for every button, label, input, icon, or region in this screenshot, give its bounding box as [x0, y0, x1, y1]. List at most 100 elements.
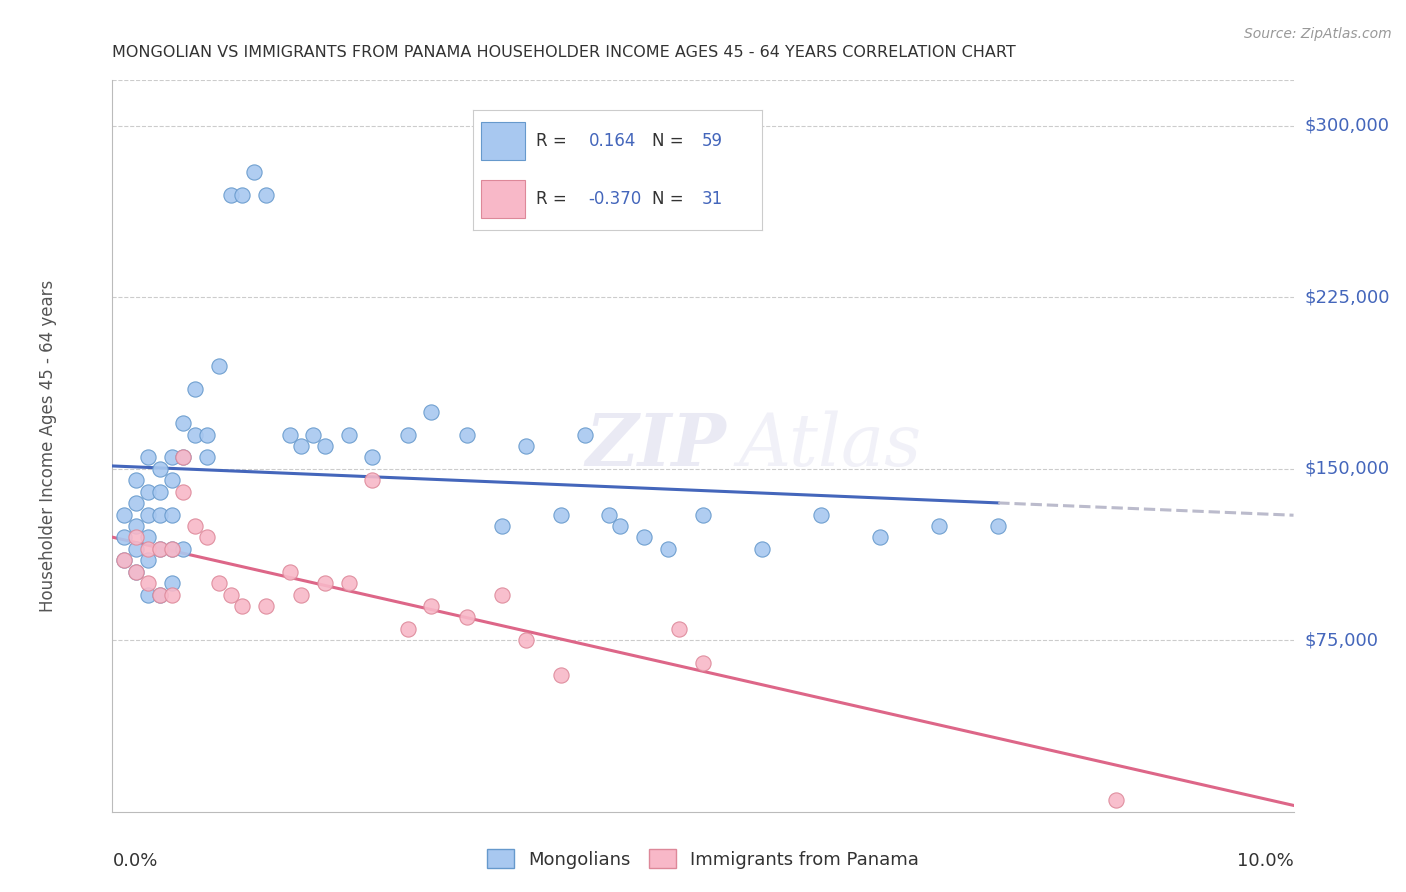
Point [314, 439, 336, 453]
Point [195, 450, 218, 465]
Point [125, 530, 148, 544]
Point [254, 187, 277, 202]
Point [515, 439, 537, 453]
Text: $75,000: $75,000 [1305, 632, 1379, 649]
Point [208, 576, 231, 591]
Point [149, 484, 172, 499]
Point [243, 164, 266, 178]
Point [420, 405, 443, 419]
Point [149, 462, 172, 476]
Point [1105, 793, 1128, 807]
Point [172, 541, 194, 556]
Point [136, 553, 159, 567]
Point [314, 576, 336, 591]
Point [219, 588, 242, 602]
Text: Householder Income Ages 45 - 64 years: Householder Income Ages 45 - 64 years [38, 280, 56, 612]
Point [278, 565, 301, 579]
Point [149, 541, 172, 556]
Text: Source: ZipAtlas.com: Source: ZipAtlas.com [1244, 27, 1392, 41]
Point [254, 599, 277, 613]
Point [278, 427, 301, 442]
Text: $150,000: $150,000 [1305, 460, 1389, 478]
Point [125, 541, 148, 556]
Point [112, 553, 135, 567]
Point [456, 610, 478, 624]
Point [160, 541, 183, 556]
Point [550, 667, 572, 681]
Point [692, 656, 714, 670]
Text: 0.0%: 0.0% [112, 852, 157, 870]
Point [125, 565, 148, 579]
Point [598, 508, 620, 522]
Point [184, 427, 207, 442]
Point [149, 541, 172, 556]
Point [160, 508, 183, 522]
Point [361, 450, 384, 465]
Point [125, 565, 148, 579]
Point [337, 427, 360, 442]
Point [172, 484, 194, 499]
Point [172, 416, 194, 430]
Point [633, 530, 655, 544]
Point [491, 519, 513, 533]
Point [290, 588, 312, 602]
Point [160, 450, 183, 465]
Point [136, 541, 159, 556]
Point [491, 588, 513, 602]
Point [869, 530, 891, 544]
Point [172, 450, 194, 465]
Text: $225,000: $225,000 [1305, 288, 1391, 307]
Point [987, 519, 1010, 533]
Point [112, 553, 135, 567]
Point [112, 508, 135, 522]
Point [692, 508, 714, 522]
Point [361, 473, 384, 487]
Point [337, 576, 360, 591]
Point [219, 187, 242, 202]
Point [550, 508, 572, 522]
Text: 10.0%: 10.0% [1237, 852, 1294, 870]
Text: MONGOLIAN VS IMMIGRANTS FROM PANAMA HOUSEHOLDER INCOME AGES 45 - 64 YEARS CORREL: MONGOLIAN VS IMMIGRANTS FROM PANAMA HOUS… [112, 45, 1017, 60]
Point [231, 187, 253, 202]
Point [290, 439, 312, 453]
Point [195, 530, 218, 544]
Text: $300,000: $300,000 [1305, 117, 1389, 135]
Point [396, 427, 419, 442]
Point [172, 450, 194, 465]
Point [609, 519, 631, 533]
Point [136, 588, 159, 602]
Text: ZIP: ZIP [586, 410, 727, 482]
Point [195, 427, 218, 442]
Point [149, 508, 172, 522]
Point [112, 530, 135, 544]
Point [125, 473, 148, 487]
Point [574, 427, 596, 442]
Text: Atlas: Atlas [738, 410, 922, 482]
Point [302, 427, 325, 442]
Point [160, 541, 183, 556]
Point [810, 508, 832, 522]
Point [456, 427, 478, 442]
Point [184, 519, 207, 533]
Point [136, 450, 159, 465]
Point [125, 496, 148, 510]
Point [396, 622, 419, 636]
Point [208, 359, 231, 373]
Point [149, 588, 172, 602]
Point [136, 576, 159, 591]
Point [928, 519, 950, 533]
Point [136, 484, 159, 499]
Point [420, 599, 443, 613]
Point [657, 541, 679, 556]
Point [160, 576, 183, 591]
Point [136, 508, 159, 522]
Point [751, 541, 773, 556]
Point [231, 599, 253, 613]
Point [160, 473, 183, 487]
Point [149, 588, 172, 602]
Point [160, 588, 183, 602]
Point [136, 530, 159, 544]
Point [515, 633, 537, 648]
Point [668, 622, 690, 636]
Legend: Mongolians, Immigrants from Panama: Mongolians, Immigrants from Panama [479, 842, 927, 876]
